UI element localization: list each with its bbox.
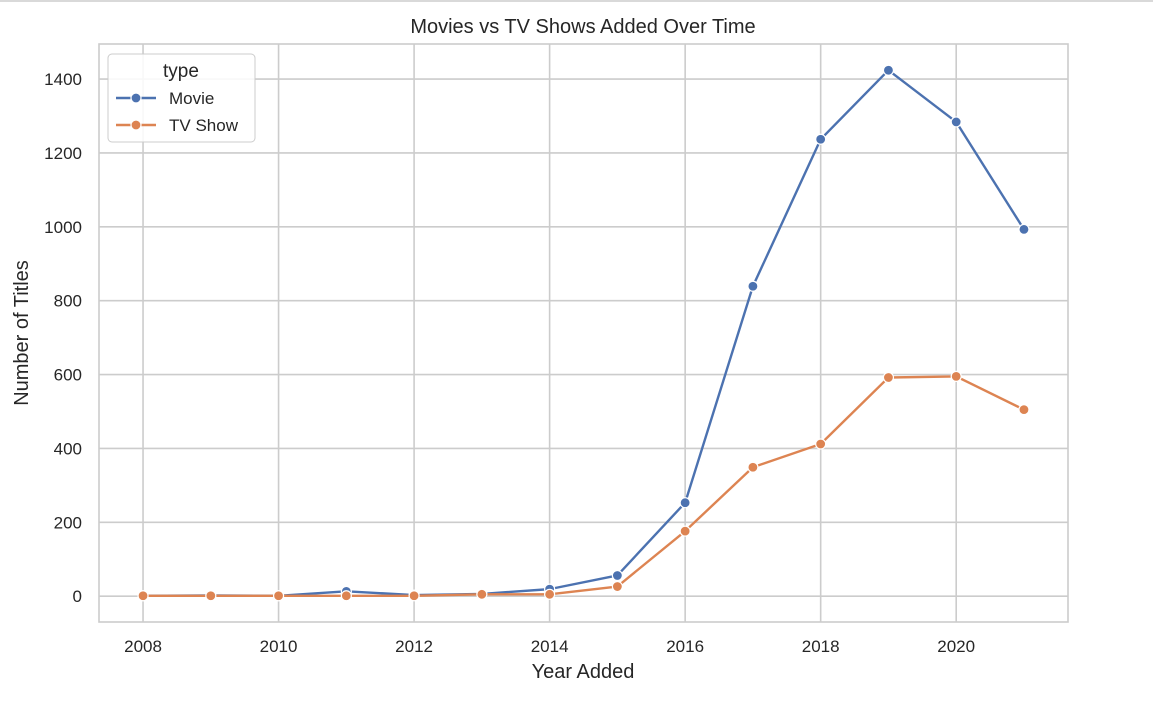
data-point-tv-show <box>205 590 217 602</box>
y-tick-label: 1200 <box>44 144 82 163</box>
y-tick-label: 200 <box>54 513 82 532</box>
data-point-tv-show <box>340 590 352 602</box>
y-tick-label: 0 <box>73 587 82 606</box>
data-point-tv-show <box>408 590 420 602</box>
data-point-tv-show <box>272 590 285 602</box>
y-tick-label: 1400 <box>44 70 82 89</box>
legend-marker <box>130 119 142 131</box>
data-point-movie <box>882 64 895 76</box>
x-tick-label: 2012 <box>395 637 433 656</box>
series-tv-show <box>137 370 1030 602</box>
data-point-movie <box>950 116 962 128</box>
data-point-tv-show <box>679 525 691 537</box>
data-point-tv-show <box>882 371 895 384</box>
y-tick-label: 400 <box>54 439 82 458</box>
y-tick-label: 1000 <box>44 218 82 237</box>
x-tick-label: 2020 <box>937 637 975 656</box>
data-point-tv-show <box>815 438 827 450</box>
data-point-tv-show <box>1018 404 1030 416</box>
series-line-tv-show <box>143 375 1025 597</box>
x-tick-labels: 2008 2010 2012 2014 2016 2018 2020 <box>124 637 975 656</box>
y-axis-label: Number of Titles <box>11 260 33 406</box>
legend-item-movie: Movie <box>116 89 214 108</box>
legend-box <box>107 53 256 143</box>
y-tick-label: 800 <box>54 292 82 311</box>
legend-label: Movie <box>169 89 214 108</box>
legend-marker <box>130 92 142 104</box>
series-line-movie <box>143 69 1025 597</box>
x-axis-label: Year Added <box>532 661 635 683</box>
x-tick-label: 2008 <box>124 637 162 656</box>
legend-title: type <box>163 61 199 82</box>
data-point-tv-show <box>611 580 623 593</box>
y-tick-label: 600 <box>54 366 82 385</box>
data-point-movie <box>611 569 623 582</box>
data-point-tv-show <box>747 461 759 473</box>
data-point-tv-show <box>137 590 149 602</box>
data-point-tv-show <box>476 588 488 600</box>
data-point-movie <box>747 280 759 292</box>
data-point-movie <box>815 133 827 145</box>
series-layer <box>137 64 1030 602</box>
data-point-movie <box>1018 223 1030 236</box>
chart-title: Movies vs TV Shows Added Over Time <box>410 16 755 38</box>
legend-label: TV Show <box>169 116 239 135</box>
legend-item-tv-show: TV Show <box>116 116 239 135</box>
data-point-movie <box>679 497 691 509</box>
top-border-line <box>0 0 1153 2</box>
series-movie <box>137 64 1030 602</box>
x-tick-label: 2016 <box>666 637 704 656</box>
plot-frame <box>98 43 1069 623</box>
x-tick-label: 2010 <box>260 637 298 656</box>
legend: type Movie TV Show <box>107 53 256 143</box>
y-tick-labels: 0 200 400 600 800 1000 1200 1400 <box>44 70 82 606</box>
data-point-tv-show <box>950 370 962 382</box>
data-point-tv-show <box>544 588 556 600</box>
x-tick-label: 2014 <box>531 637 569 656</box>
x-tick-label: 2018 <box>802 637 840 656</box>
